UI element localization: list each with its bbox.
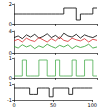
svg-text:2: 2	[9, 1, 12, 7]
svg-text:0: 0	[9, 21, 12, 27]
svg-text:4: 4	[9, 28, 12, 34]
svg-text:0: 0	[12, 102, 15, 108]
svg-text:1: 1	[9, 81, 12, 87]
svg-text:100: 100	[87, 102, 97, 108]
svg-text:-1: -1	[7, 97, 12, 103]
svg-text:0: 0	[8, 50, 12, 56]
svg-text:0: 0	[8, 75, 12, 81]
svg-text:1: 1	[9, 55, 12, 61]
svg-text:50: 50	[50, 102, 56, 108]
